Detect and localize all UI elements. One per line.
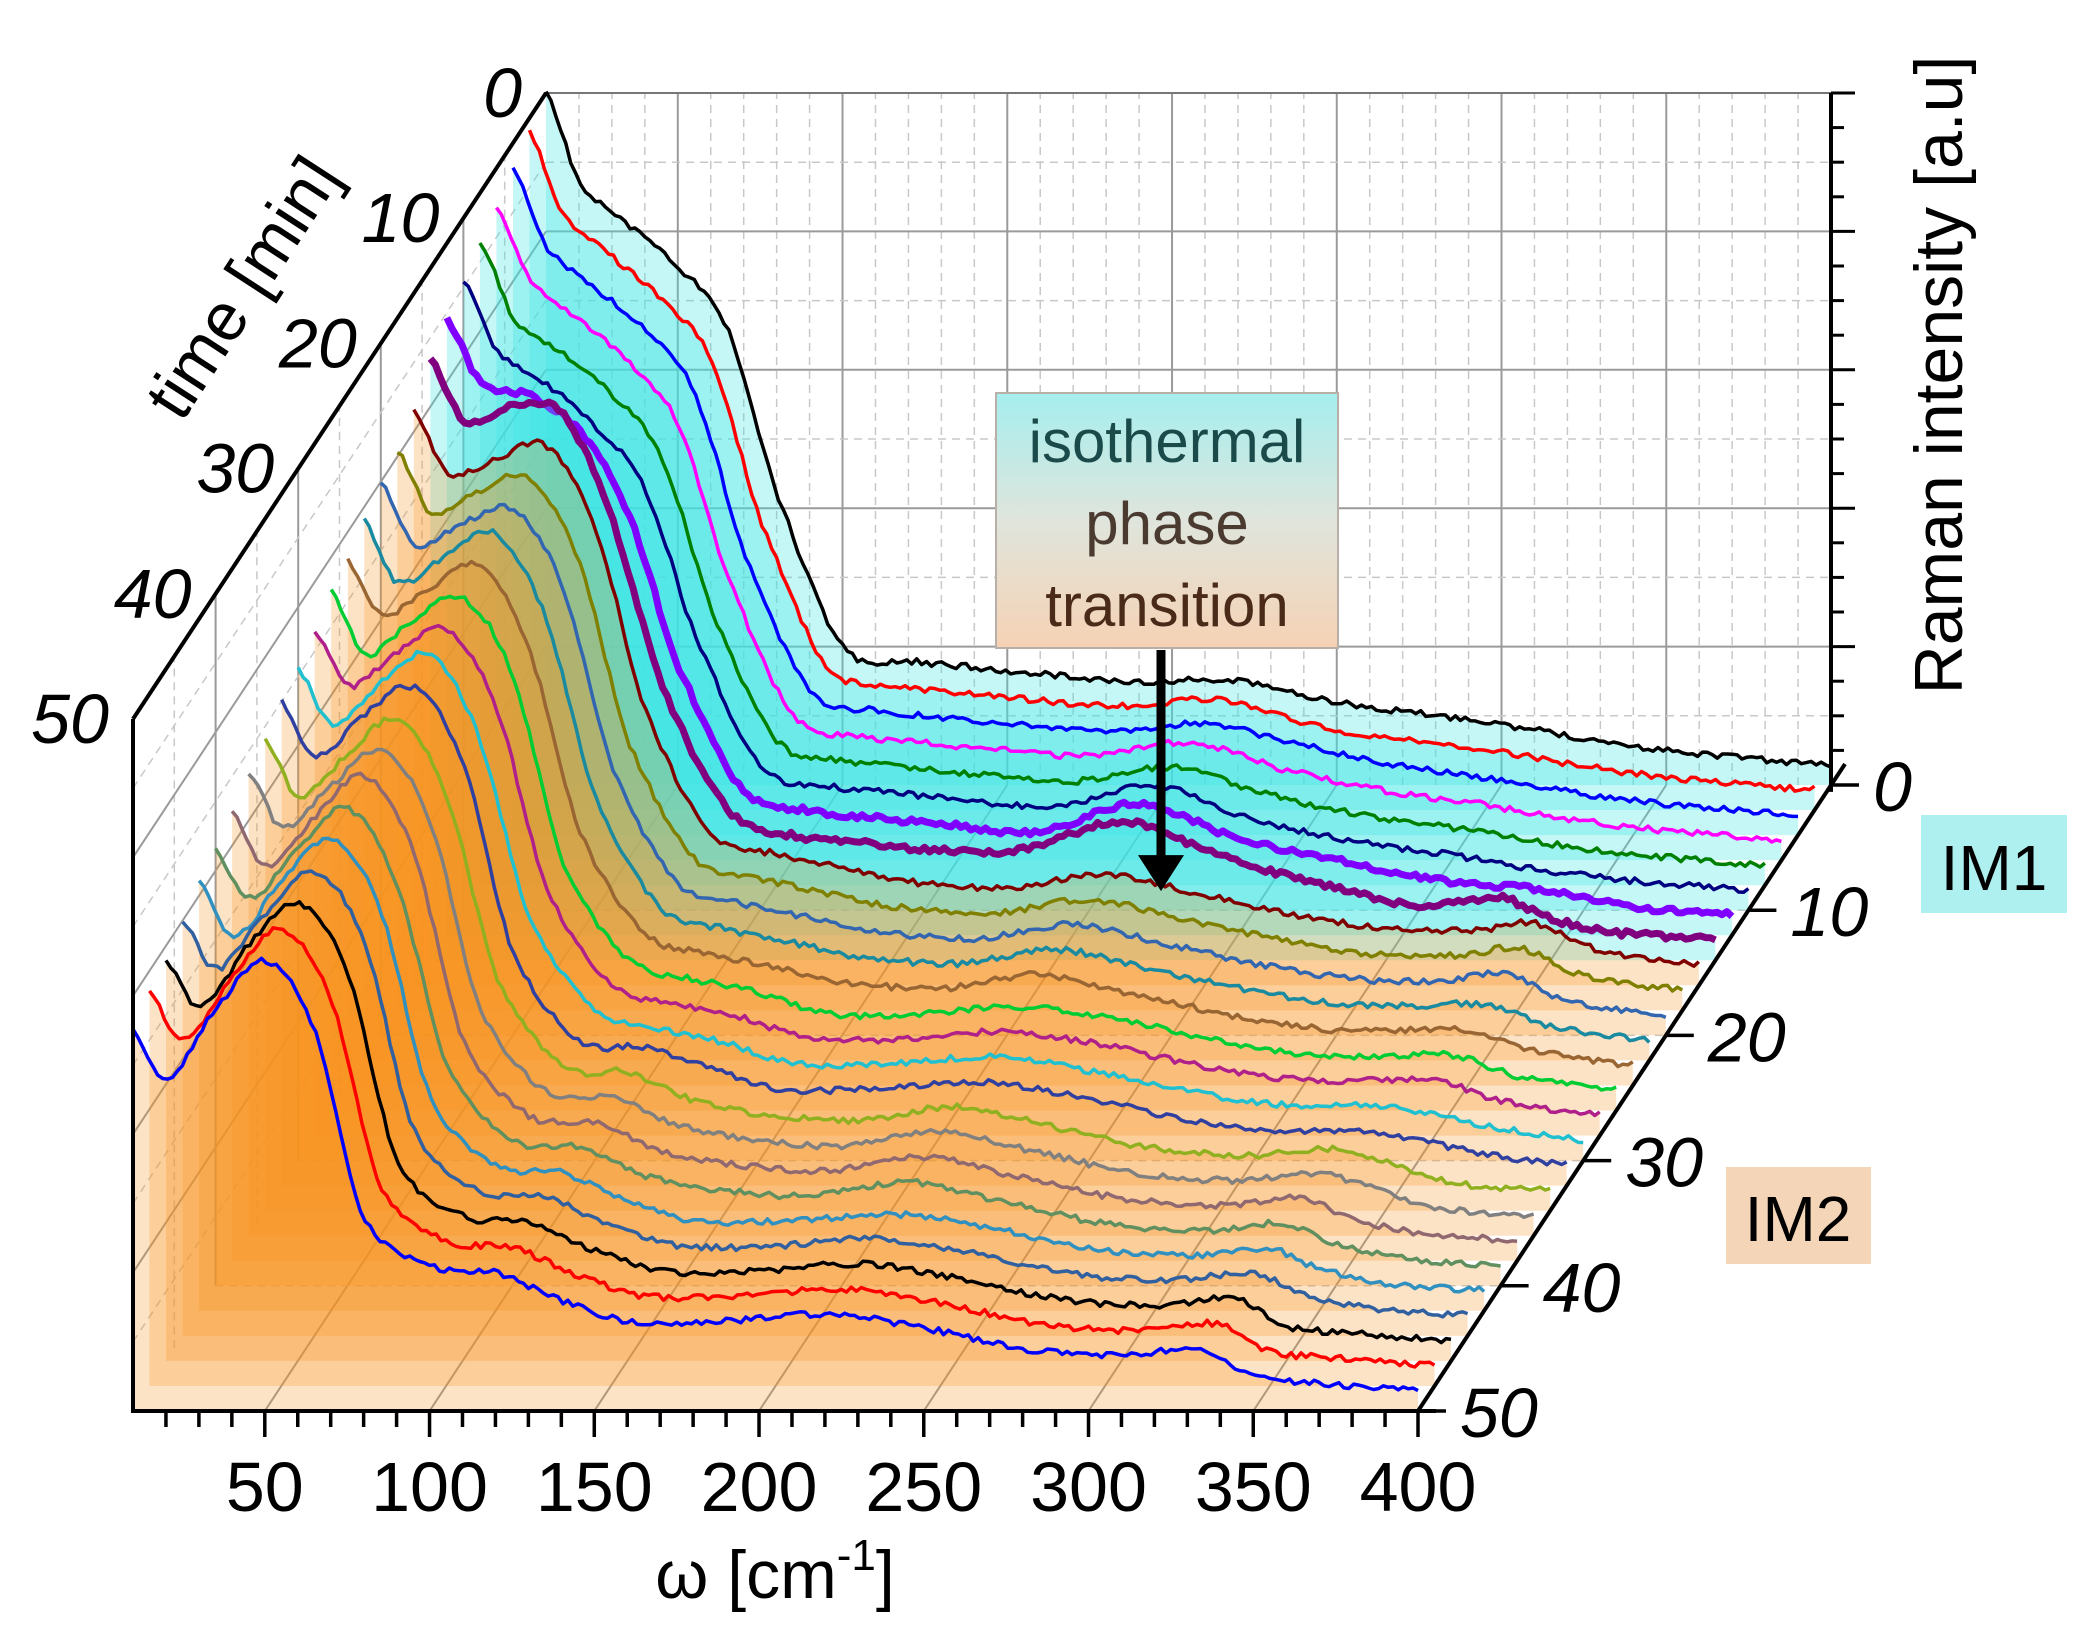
series-line-t40 [214, 804, 1501, 1269]
series-fill-34 [265, 718, 1551, 1211]
series-line-t16 [412, 408, 1700, 968]
series-fill-30 [298, 651, 1584, 1161]
time-tick-label-right: 10 [1790, 873, 1868, 951]
series-fill-20 [380, 482, 1666, 1036]
series-line-t42 [197, 836, 1486, 1294]
series-line-t48 [148, 926, 1436, 1369]
series-fill-18 [397, 452, 1683, 1011]
series-line-t14 [427, 356, 1717, 944]
series-fill-32 [281, 685, 1567, 1186]
x-axis-title-end: ] [876, 1537, 895, 1613]
annotation-box [995, 392, 1339, 649]
series-line-t36 [247, 747, 1535, 1220]
series-fill-4 [513, 167, 1798, 836]
series-line-t28 [313, 623, 1601, 1118]
annotation-text: isothermal [1029, 408, 1306, 475]
floor-gridline [1252, 784, 1668, 1412]
time-tick-label-right: 0 [1873, 748, 1912, 826]
axes [131, 91, 1859, 1437]
series-line-t38 [230, 771, 1518, 1244]
x-axis-title-main: ω [cm [655, 1537, 837, 1613]
series-line-t0 [544, 90, 1832, 769]
series-line-t24 [346, 557, 1634, 1069]
series-fill-46 [166, 901, 1451, 1361]
series-fill-26 [331, 589, 1617, 1111]
time-axis-depth [1416, 762, 1847, 1413]
x-tick-label: 150 [536, 1448, 653, 1526]
x-tick-label: 400 [1360, 1448, 1477, 1526]
x-tick-label: 350 [1195, 1448, 1312, 1526]
series-line-t30 [296, 649, 1584, 1145]
series-line-t22 [362, 517, 1651, 1044]
series-line-t34 [263, 716, 1551, 1193]
im1-badge [1921, 815, 2067, 913]
series-line-t8 [478, 242, 1766, 869]
annotation-arrow-head-icon [1138, 855, 1184, 892]
time-tick-label-left: 40 [114, 555, 192, 633]
left-wall-gridline [132, 646, 547, 1274]
series-fill-16 [413, 409, 1699, 986]
floor-gridline [593, 784, 1009, 1412]
time-tick-label-right: 30 [1625, 1124, 1703, 1202]
series-fill-12 [446, 317, 1732, 936]
grid [132, 92, 1831, 1412]
time-tick-label-right: 20 [1707, 998, 1786, 1076]
annotation-text: transition [1045, 572, 1288, 639]
time-tick-label-right: 40 [1543, 1249, 1621, 1327]
series-line-t20 [379, 481, 1667, 1019]
series-fill-38 [232, 773, 1518, 1261]
series-fill-14 [430, 358, 1716, 961]
series-line-t10 [462, 280, 1750, 895]
series-fill-42 [199, 838, 1485, 1311]
series-line-t46 [164, 900, 1452, 1345]
floor-gridline [922, 784, 1338, 1412]
labels: 50 100 150 200 250 300 350 40000101020203030404… [31, 54, 2067, 1613]
floor-gridline [758, 784, 1173, 1412]
im1-badge-label: IM1 [1941, 832, 2048, 904]
x-tick-label: 300 [1030, 1448, 1147, 1526]
series-fill-40 [215, 806, 1501, 1286]
series-fill-10 [463, 281, 1749, 911]
time-tick-label-left: 10 [362, 179, 440, 257]
x-tick-label: 50 [226, 1448, 304, 1526]
im2-badge-label: IM2 [1745, 1183, 1852, 1255]
time-tick-label-left: 0 [483, 54, 522, 132]
intensity-axis-title: Raman intensity [a.u] [1901, 56, 1977, 695]
series-line-t4 [511, 166, 1798, 819]
series-line-t26 [329, 588, 1617, 1092]
time-axis-title: time [min] [131, 143, 355, 432]
time-axis-top [131, 91, 548, 721]
series-fill-28 [314, 625, 1600, 1136]
time-tick-label-left: 20 [278, 304, 357, 382]
x-tick-label: 250 [865, 1448, 982, 1526]
x-tick-label: 100 [371, 1448, 488, 1526]
annotation-text: phase [1085, 490, 1248, 557]
series-line-t2 [527, 129, 1816, 793]
series-line-t32 [280, 683, 1568, 1167]
series-line-t44 [181, 869, 1469, 1319]
x-tick-label: 200 [701, 1448, 818, 1526]
time-tick-label-right: 50 [1460, 1374, 1538, 1452]
time-tick-label-left: 50 [31, 680, 109, 758]
x-axis-title: ω [cm-1] [655, 1531, 895, 1613]
time-tick-label-left: 30 [196, 430, 274, 508]
x-axis-title-sup: -1 [837, 1531, 876, 1580]
series-fill-24 [347, 558, 1633, 1086]
im2-badge [1726, 1167, 1871, 1264]
series-line-t12 [443, 316, 1735, 919]
left-wall-gridline [132, 230, 547, 858]
floor-gridline [428, 784, 844, 1412]
series-group [131, 90, 1832, 1411]
series-line-t18 [396, 451, 1684, 993]
series-fill-50 [133, 958, 1418, 1411]
series-line-t50 [131, 956, 1419, 1393]
series-fill-36 [248, 749, 1534, 1236]
left-wall-gridline [132, 369, 547, 997]
series-line-t6 [494, 206, 1782, 844]
